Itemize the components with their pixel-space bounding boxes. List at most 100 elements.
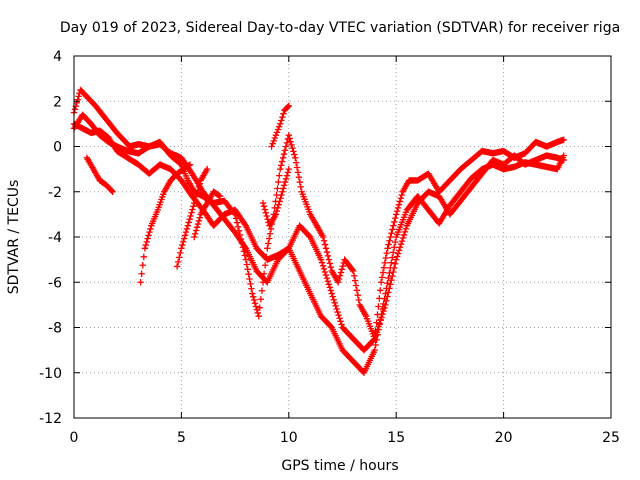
data-point-marker [394, 250, 402, 257]
data-point-marker [284, 103, 291, 111]
chart-title: Day 019 of 2023, Sidereal Day-to-day VTE… [60, 20, 620, 36]
data-point-marker [280, 185, 287, 192]
data-point-marker [280, 182, 288, 189]
data-point-marker [186, 216, 193, 223]
data-point-marker [335, 275, 343, 283]
x-axis-label: GPS time / hours [281, 458, 398, 474]
data-point-marker [275, 123, 283, 130]
data-point-marker [331, 299, 338, 307]
data-point-marker [196, 214, 204, 221]
data-point-marker [176, 254, 183, 261]
data-point-marker [380, 300, 387, 308]
data-point-marker [259, 199, 267, 207]
data-point-marker [389, 226, 396, 233]
data-point-marker [262, 209, 269, 216]
data-point-marker [385, 241, 392, 248]
data-point-marker [378, 274, 386, 281]
data-point-marker [188, 209, 195, 216]
data-point-marker [384, 280, 391, 287]
y-tick-label: -4 [48, 230, 62, 246]
data-point-marker [268, 143, 275, 150]
data-point-marker [276, 172, 283, 179]
data-point-marker [320, 265, 328, 273]
data-point-marker [137, 279, 144, 286]
data-point-marker [388, 230, 395, 237]
data-point-marker [397, 240, 405, 248]
data-point-marker [387, 264, 394, 272]
y-tick-label: 2 [53, 94, 62, 110]
data-point-marker [395, 201, 403, 208]
data-point-marker [193, 190, 201, 197]
data-point-marker [380, 264, 388, 271]
data-point-marker [393, 211, 400, 218]
data-point-marker [287, 138, 294, 145]
data-point-marker [375, 326, 382, 333]
data-point-marker [283, 139, 291, 146]
data-point-marker [382, 254, 389, 262]
data-point-marker [288, 141, 295, 149]
data-point-marker [324, 278, 332, 285]
data-point-marker [138, 270, 145, 277]
data-point-marker [174, 258, 182, 266]
data-point-marker [320, 237, 328, 244]
data-point-marker [324, 252, 332, 260]
data-point-marker [350, 272, 358, 279]
data-point-marker [145, 232, 152, 239]
data-point-marker [257, 296, 265, 303]
data-point-marker [280, 150, 288, 158]
data-point-marker [333, 305, 340, 313]
data-point-marker [195, 217, 203, 225]
data-point-marker [273, 129, 281, 136]
data-point-marker [355, 296, 362, 304]
data-point-marker [265, 235, 273, 242]
data-point-marker [292, 159, 300, 166]
data-point-marker [326, 284, 334, 291]
data-point-marker [383, 285, 390, 292]
data-point-marker [273, 207, 281, 215]
data-point-marker [277, 120, 284, 128]
data-point-marker [378, 310, 385, 318]
y-tick-label: -8 [48, 321, 62, 337]
data-point-marker [192, 230, 199, 237]
data-point-marker [381, 295, 388, 302]
data-point-marker [251, 300, 259, 307]
data-point-marker [339, 262, 347, 270]
data-point-marker [73, 99, 80, 107]
y-tick-label: -10 [39, 366, 62, 382]
data-point-marker [177, 249, 184, 257]
data-point-marker [243, 261, 250, 268]
data-point-marker [261, 206, 269, 213]
data-point-marker [389, 272, 396, 280]
data-point-marker [282, 175, 290, 183]
y-tick-label: -2 [48, 185, 62, 201]
data-point-marker [327, 263, 335, 271]
data-point-marker [192, 227, 200, 234]
y-tick-label: 0 [53, 140, 62, 156]
data-point-marker [335, 279, 342, 286]
data-point-marker [390, 222, 397, 229]
data-point-marker [325, 256, 333, 263]
data-point-marker [337, 269, 345, 276]
data-point-marker [398, 237, 406, 245]
data-point-marker [263, 212, 270, 220]
data-point-marker [390, 268, 397, 276]
data-point-marker [275, 178, 282, 186]
data-point-marker [285, 102, 292, 109]
data-point-marker [255, 312, 262, 320]
data-point-marker [390, 249, 397, 256]
data-point-marker [244, 266, 251, 273]
data-point-marker [274, 126, 282, 133]
data-point-marker [184, 222, 192, 229]
data-point-marker [285, 165, 292, 173]
x-tick-label: 20 [495, 430, 513, 446]
data-point-marker [279, 113, 286, 121]
data-point-marker [254, 309, 262, 317]
data-point-marker [192, 196, 199, 204]
data-point-marker [270, 137, 277, 145]
data-point-marker [382, 290, 389, 297]
data-point-marker [325, 281, 333, 288]
data-point-marker [264, 216, 271, 223]
data-point-marker [185, 219, 192, 226]
data-point-marker [396, 198, 404, 205]
data-point-marker [266, 230, 274, 237]
